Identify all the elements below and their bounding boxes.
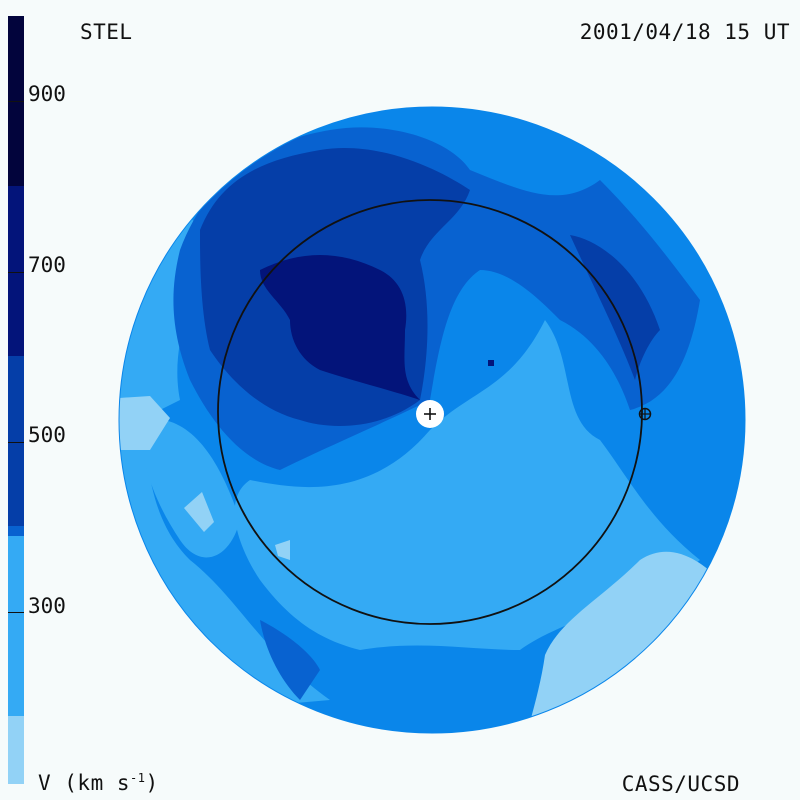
colorbar-unit-text: V (km s [38,771,131,795]
contour-light-lower-left [140,418,240,558]
colorbar-tick-label-300: 300 [28,594,66,618]
colorbar-band-4 [8,356,24,526]
contour-level-5-tiny [488,360,494,366]
contour-lightest-small-patch [184,492,214,532]
colorbar-tick-300 [8,612,24,613]
sun-marker [416,400,444,428]
earth-marker [638,407,652,421]
contour-level-5 [260,255,420,400]
observatory-title: STEL [80,20,133,44]
contour-light-main [234,320,700,650]
colorbar-tick-label-700: 700 [28,253,66,277]
timestamp-title: 2001/04/18 15 UT [579,20,790,44]
contour-lightest-tiny-patch [275,540,290,560]
colorbar-tick-500 [8,442,24,443]
contour-lightest-left-patch [119,396,170,450]
velocity-colorbar [8,16,24,784]
colorbar-unit-close: ) [145,771,159,795]
colorbar-unit-exponent: -1 [130,771,146,785]
colorbar-unit-label: V (km s-1) [38,772,159,794]
earth-orbit-circle [217,199,643,625]
colorbar-band-lightest [8,716,24,784]
colorbar-tick-700 [8,272,24,273]
contour-level-3-lower-left [260,620,320,700]
colorbar-band-1 [8,536,24,716]
disk-boundary [118,106,746,734]
institution-credit: CASS/UCSD [621,772,740,796]
colorbar-tick-label-500: 500 [28,423,66,447]
colorbar-tick-label-900: 900 [28,82,66,106]
colorbar-band-5 [8,186,24,356]
colorbar-tick-900 [8,101,24,102]
